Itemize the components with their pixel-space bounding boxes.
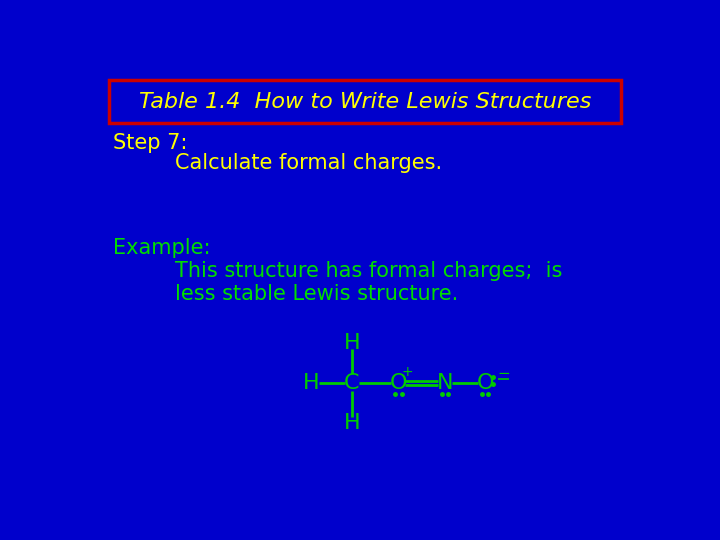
Text: −: − [498,366,510,381]
Text: less stable Lewis structure.: less stable Lewis structure. [175,284,459,304]
Text: H: H [343,413,360,433]
Text: O: O [390,373,408,393]
Text: C: C [344,373,360,393]
Text: This structure has formal charges;  is: This structure has formal charges; is [175,261,562,281]
Text: Calculate formal charges.: Calculate formal charges. [175,153,442,173]
Text: O: O [477,373,494,393]
Text: Table 1.4  How to Write Lewis Structures: Table 1.4 How to Write Lewis Structures [139,92,591,112]
Text: +: + [402,365,413,379]
Text: H: H [343,333,360,353]
FancyBboxPatch shape [109,80,621,123]
Text: Step 7:: Step 7: [113,133,188,153]
Text: Example:: Example: [113,238,211,258]
Text: N: N [437,373,453,393]
Text: H: H [302,373,319,393]
